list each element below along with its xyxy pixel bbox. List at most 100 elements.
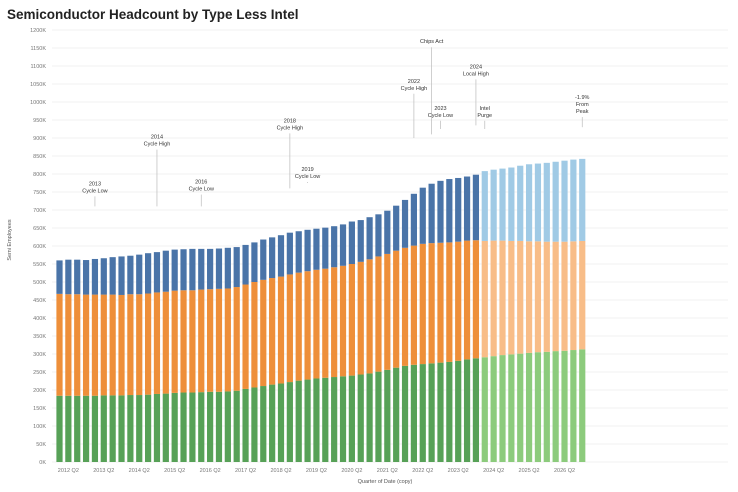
bar-segment: [517, 353, 524, 462]
bar-segment: [331, 267, 338, 378]
bar-segment: [233, 390, 240, 462]
bar-segment: [339, 265, 347, 377]
y-tick-label: 500K: [33, 280, 46, 286]
y-tick-label: 1150K: [31, 46, 47, 52]
bar-segment: [189, 248, 196, 291]
bar-segment: [224, 391, 231, 462]
y-tick-label: 800K: [33, 172, 46, 178]
x-tick-label: 2019 Q2: [306, 468, 327, 474]
bar-segment: [472, 240, 480, 359]
x-tick-label: 2014 Q2: [129, 468, 150, 474]
bar-segment: [499, 355, 506, 462]
bar-segment: [180, 290, 187, 393]
annotation-label: Cycle Low: [295, 174, 320, 180]
bar-segment: [366, 259, 373, 374]
bar-segment: [446, 361, 453, 462]
bar-segment: [109, 395, 116, 462]
annotation-label: Purge: [477, 113, 492, 119]
bar-segment: [82, 294, 90, 396]
y-tick-label: 350K: [33, 334, 46, 340]
annotation-label: Local High: [463, 71, 489, 77]
bar-segment: [74, 294, 81, 396]
bar-segment: [269, 278, 276, 385]
bar-segment: [295, 380, 302, 462]
bar-segment: [428, 363, 435, 462]
bar-segment: [153, 252, 161, 293]
y-tick-label: 0K: [39, 460, 46, 466]
bar-segment: [322, 377, 329, 462]
bar-segment: [463, 176, 471, 241]
bar-segment: [56, 293, 63, 396]
bar-segment: [74, 395, 81, 462]
bar-segment: [393, 205, 400, 251]
bar-segment: [472, 358, 480, 462]
bar-segment: [437, 362, 444, 462]
x-axis-ticks: 2012 Q2 2013 Q2 2014 Q2 2015 Q2 2016 Q2 2017 …: [58, 468, 575, 474]
y-tick-label: 150K: [33, 406, 46, 412]
annotation-label: 2013: [89, 181, 101, 187]
y-axis-label: Semi Employees: [7, 219, 13, 261]
bar-segment: [207, 289, 214, 392]
bar-segment: [366, 217, 373, 260]
bar-segment: [145, 253, 152, 294]
annotation-label: Intel: [480, 106, 490, 112]
bar-segment: [74, 259, 81, 295]
y-tick-label: 950K: [33, 118, 46, 124]
bar-segment: [375, 371, 382, 462]
x-tick-label: 2016 Q2: [200, 468, 221, 474]
bar-segment: [375, 214, 382, 257]
bar-segment: [233, 247, 240, 288]
bar-segment: [180, 392, 187, 462]
bar-segment: [269, 237, 276, 279]
bar-segment: [189, 290, 196, 393]
annotation-label: 2023: [434, 106, 446, 112]
bar-segment: [56, 395, 63, 462]
y-tick-label: 850K: [33, 154, 46, 160]
annotation-label: 2014: [151, 135, 163, 141]
bar-segment: [490, 356, 497, 462]
bar-segment: [339, 376, 347, 462]
bar-segment: [286, 274, 293, 383]
bar-segment: [322, 227, 329, 269]
bar-segment: [499, 168, 506, 241]
bars: [56, 158, 586, 462]
x-tick-label: 2024 Q2: [483, 468, 504, 474]
bar-segment: [357, 220, 364, 262]
bar-segment: [91, 294, 99, 396]
bar-segment: [410, 364, 417, 462]
bar-segment: [260, 279, 267, 387]
bar-segment: [384, 253, 391, 370]
bar-segment: [286, 382, 293, 462]
bar-segment: [508, 354, 515, 462]
bar-segment: [100, 294, 107, 396]
bar-segment: [171, 249, 178, 291]
bar-segment: [401, 247, 409, 366]
bar-segment: [118, 395, 125, 462]
bar-segment: [481, 357, 488, 462]
bar-segment: [579, 349, 586, 462]
y-tick-label: 1000K: [30, 100, 46, 106]
bar-segment: [162, 291, 169, 394]
bar-segment: [118, 294, 125, 396]
bar-segment: [393, 367, 400, 462]
bar-segment: [153, 292, 161, 394]
y-tick-label: 900K: [33, 136, 46, 142]
bar-segment: [91, 258, 99, 295]
bar-segment: [180, 249, 187, 291]
bar-segment: [579, 240, 586, 350]
annotation-label: 2018: [284, 118, 296, 124]
bar-segment: [384, 369, 391, 462]
bar-segment: [100, 395, 107, 462]
bar-segment: [481, 171, 488, 241]
bar-segment: [499, 240, 506, 356]
bar-segment: [277, 235, 285, 277]
y-tick-label: 50K: [36, 442, 46, 448]
bar-segment: [65, 395, 72, 462]
bar-segment: [508, 167, 515, 241]
